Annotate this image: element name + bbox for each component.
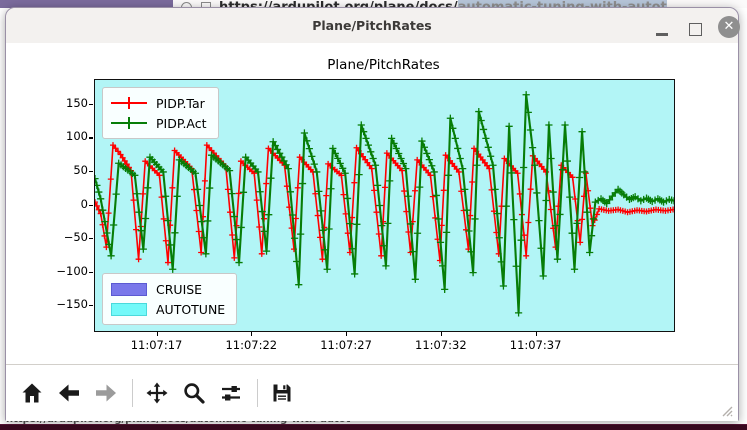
y-tick-mark: [89, 271, 93, 273]
y-tick-label: 0: [80, 196, 88, 211]
y-tick-mark: [89, 170, 93, 173]
browser-urlbar-fragment: https://ardupilot.org/plane/docs/automat…: [173, 0, 747, 8]
legend-label-tar: PIDP.Tar: [156, 95, 205, 111]
y-tick-mark: [89, 137, 93, 139]
browser-topbar-fragment: https://ardupilot.org/plane/docs/automat…: [0, 0, 747, 8]
sliders-icon: [222, 386, 240, 401]
url-text[interactable]: https://ardupilot.org/plane/docs/automat…: [219, 0, 667, 8]
plot-area: PIDP.Tar PIDP.Act CRUISE AUTOTUNE: [94, 79, 675, 332]
legend-label-cruise: CRUISE: [156, 281, 203, 297]
window-title: Plane/PitchRates: [312, 18, 432, 33]
x-tick-mark: [156, 332, 158, 336]
y-tick-label: 100: [66, 129, 88, 144]
y-tick-label: −50: [63, 230, 88, 245]
toolbar-separator: [257, 379, 258, 407]
series-legend: PIDP.Tar PIDP.Act: [102, 87, 219, 139]
matplotlib-toolbar: [6, 364, 738, 421]
browser-toolbar-fragment: [0, 0, 173, 8]
y-tick-mark: [89, 238, 93, 240]
chart-title: Plane/PitchRates: [327, 57, 440, 73]
tar-line-marker: [111, 96, 147, 110]
act-line-marker: [111, 116, 147, 130]
url-selected-text: automatic-tuning-with-autot: [457, 0, 667, 8]
home-button[interactable]: [19, 380, 45, 406]
pan-icon: [146, 382, 168, 404]
x-tick-label: 11:07:17: [130, 338, 183, 352]
x-tick-label: 11:07:27: [320, 338, 372, 352]
autotune-color-patch: [111, 302, 147, 316]
x-tick-mark: [251, 332, 253, 336]
bottom-bar: [0, 424, 747, 430]
toolbar-separator: [132, 379, 133, 407]
legend-item-tar: PIDP.Tar: [111, 93, 207, 113]
flightmode-legend: CRUISE AUTOTUNE: [102, 273, 238, 325]
y-tick-mark: [89, 305, 93, 307]
legend-label-autotune: AUTOTUNE: [156, 301, 226, 317]
back-button[interactable]: [56, 380, 82, 406]
y-tick-label: 150: [66, 95, 88, 110]
x-tick-label: 11:07:32: [415, 338, 467, 352]
forward-arrow-icon: [96, 384, 116, 402]
legend-item-autotune: AUTOTUNE: [111, 299, 225, 319]
zoom-button[interactable]: [181, 380, 207, 406]
page-icon: [201, 2, 211, 8]
resize-grip[interactable]: [717, 405, 733, 417]
url-prefix: https://ardupilot.org/plane/docs/: [219, 0, 458, 8]
legend-label-act: PIDP.Act: [156, 115, 207, 131]
window-titlebar[interactable]: Plane/PitchRates ✕: [6, 8, 740, 44]
forward-button[interactable]: [93, 380, 119, 406]
x-tick-label: 11:07:37: [509, 338, 562, 352]
y-tick-mark: [89, 103, 93, 106]
minimize-button[interactable]: [656, 33, 668, 36]
pan-button[interactable]: [144, 380, 170, 406]
x-tick-mark: [346, 332, 348, 336]
x-tick-label: 11:07:22: [225, 338, 278, 352]
legend-item-act: PIDP.Act: [111, 113, 207, 133]
plot-window: Plane/PitchRates ✕ Plane/PitchRates PIDP…: [5, 7, 740, 421]
x-tick-mark: [535, 332, 537, 336]
y-tick-label: 50: [73, 162, 88, 177]
back-arrow-icon: [59, 384, 79, 402]
cruise-color-patch: [111, 282, 147, 296]
home-icon: [22, 383, 42, 403]
x-tick-mark: [440, 332, 443, 336]
maximize-button[interactable]: [689, 23, 702, 36]
y-tick-mark: [89, 204, 93, 206]
save-button[interactable]: [269, 380, 295, 406]
y-tick-label: −100: [56, 263, 88, 278]
close-button[interactable]: ✕: [718, 16, 740, 38]
configure-subplots-button[interactable]: [218, 380, 244, 406]
save-icon: [273, 384, 291, 402]
site-info-icon: [181, 2, 192, 8]
legend-item-cruise: CRUISE: [111, 279, 225, 299]
magnifier-icon: [184, 383, 205, 404]
y-tick-label: −150: [56, 297, 88, 312]
